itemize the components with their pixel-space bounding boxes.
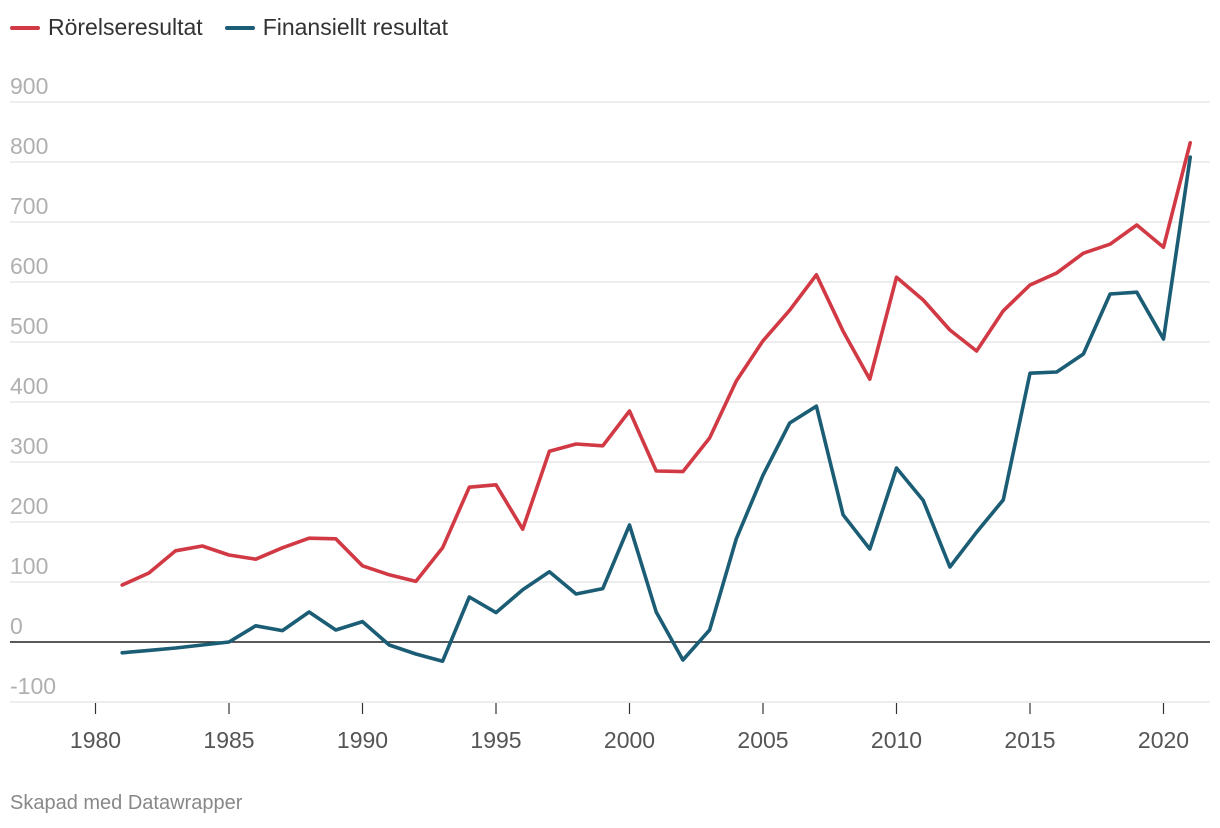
- y-tick-label: 200: [10, 493, 48, 519]
- x-axis: 1980 1985 1990 1995 2000 2005 2010 2015 2020: [70, 703, 1189, 753]
- y-axis-labels: 900 800 700 600 500 400 300 200 100 0 -100: [10, 73, 56, 699]
- y-tick-label: 300: [10, 433, 48, 459]
- y-tick-label: 800: [10, 133, 48, 159]
- x-tick-label: 1990: [337, 727, 388, 753]
- legend-item-finansiellt-resultat: Finansiellt resultat: [224, 14, 449, 41]
- x-tick-label: 2005: [737, 727, 788, 753]
- legend: Rörelseresultat Finansiellt resultat: [10, 14, 448, 41]
- footer-credit: Skapad med Datawrapper: [10, 792, 243, 814]
- legend-label-finansiellt-resultat: Finansiellt resultat: [262, 14, 449, 40]
- y-tick-label: 500: [10, 313, 48, 339]
- x-tick-label: 2015: [1004, 727, 1055, 753]
- y-tick-label: -100: [10, 673, 56, 699]
- x-tick-label: 1995: [470, 727, 521, 753]
- y-tick-label: 400: [10, 373, 48, 399]
- y-tick-label: 700: [10, 193, 48, 219]
- legend-label-rorelseresultat: Rörelseresultat: [48, 14, 203, 40]
- y-tick-label: 0: [10, 613, 23, 639]
- x-tick-label: 1985: [203, 727, 254, 753]
- x-tick-label: 1980: [70, 727, 121, 753]
- series-line-finansiellt-resultat: [120, 155, 1192, 664]
- series-layer: [120, 141, 1192, 664]
- legend-swatch-rorelseresultat: [10, 25, 40, 30]
- y-tick-label: 100: [10, 553, 48, 579]
- y-tick-label: 600: [10, 253, 48, 279]
- x-tick-label: 2000: [604, 727, 655, 753]
- x-tick-label: 2020: [1138, 727, 1189, 753]
- legend-swatch-finansiellt-resultat: [224, 25, 255, 30]
- grid-layer: [10, 101, 1210, 703]
- series-line-rorelseresultat: [120, 141, 1192, 587]
- y-tick-label: 900: [10, 73, 48, 99]
- legend-item-rorelseresultat: Rörelseresultat: [10, 14, 203, 41]
- x-tick-label: 2010: [871, 727, 922, 753]
